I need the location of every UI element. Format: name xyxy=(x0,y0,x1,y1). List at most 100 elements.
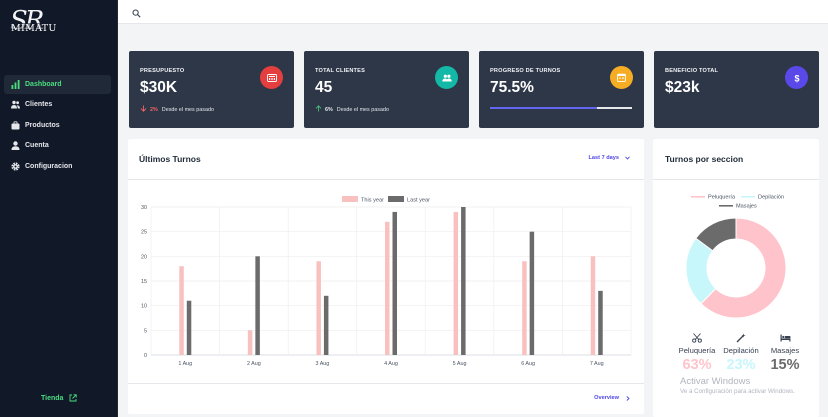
dollar-icon: $ xyxy=(785,66,808,89)
gear-icon xyxy=(11,161,20,171)
sidebar-item-clientes[interactable]: Clientes xyxy=(4,95,111,114)
panel-divider xyxy=(128,383,644,384)
sidebar-item-cuenta[interactable]: Cuenta xyxy=(4,136,111,155)
x-tick-label-1: 2 Aug xyxy=(247,361,261,367)
card-label: PRESUPUESTO xyxy=(140,68,185,74)
windows-activation-watermark: Activar Windows Ve a Configuración para … xyxy=(680,376,795,395)
card-trend: 2% Desde el mes pasado xyxy=(140,105,214,114)
external-link-icon xyxy=(69,394,78,402)
wand-icon xyxy=(719,332,763,343)
bar-last-year-6 xyxy=(598,290,603,355)
turnos-por-seccion-panel: Turnos por seccion Peluquería Depilación M… xyxy=(653,139,819,417)
sidebar-item-configuracion[interactable]: Configuracion xyxy=(4,157,111,176)
card-presupuesto: PRESUPUESTO $30K 2% Desde el mes pasado xyxy=(129,51,294,128)
bar-last-year-0 xyxy=(186,300,192,355)
x-tick-label-4: 5 Aug xyxy=(453,361,467,367)
panel-title: Últimos Turnos xyxy=(139,154,201,164)
progress-bar-fill xyxy=(490,107,598,109)
x-tick-label-6: 7 Aug xyxy=(590,361,604,367)
y-tick-label-5: 25 xyxy=(141,230,147,236)
bar-last-year-1 xyxy=(255,256,260,355)
chevron-right-icon xyxy=(626,395,630,401)
stat-name: Depilación xyxy=(723,346,759,355)
svg-text:$: $ xyxy=(794,73,799,83)
watermark-line-1: Activar Windows xyxy=(680,376,751,387)
trend-percent: 2% xyxy=(150,106,158,113)
card-label: PROGRESO DE TURNOS xyxy=(490,68,561,74)
briefcase-icon xyxy=(11,121,20,130)
legend-swatch-0 xyxy=(342,196,358,202)
bed-icon xyxy=(763,332,807,343)
donut-legend-swatch-2 xyxy=(719,205,733,207)
tienda-link[interactable]: Tienda xyxy=(41,394,78,402)
section-stats: Peluquería 63% Depilación 23% Masajes 15… xyxy=(675,332,807,373)
y-tick-label-3: 15 xyxy=(141,279,147,285)
donut-legend-label-1: Depilación xyxy=(758,195,784,201)
users-icon xyxy=(11,100,20,109)
stat-peluqueria: Peluquería 63% xyxy=(675,332,719,373)
bar-last-year-4 xyxy=(461,207,466,355)
x-tick-label-2: 3 Aug xyxy=(316,361,330,367)
stat-name: Masajes xyxy=(770,346,800,355)
watermark-line-2: Ve a Configuración para activar Windows. xyxy=(680,388,795,395)
y-tick-label-6: 30 xyxy=(141,205,147,211)
donut-legend-swatch-0 xyxy=(691,196,705,198)
ultimos-turnos-panel: Últimos Turnos Last 7 days This year Last… xyxy=(128,139,644,414)
arrow-down-icon xyxy=(140,105,147,114)
donut-slice-0 xyxy=(700,217,787,319)
stat-value: 15% xyxy=(770,357,800,373)
sidebar-item-label: Productos xyxy=(25,121,60,129)
bar-chart-icon xyxy=(11,80,20,89)
bar-this-year-5 xyxy=(522,261,527,355)
trend-percent: 6% xyxy=(325,106,333,113)
trend-note: Desde el mes pasado xyxy=(336,106,389,113)
bar-last-year-5 xyxy=(529,231,535,355)
chevron-down-icon xyxy=(625,156,630,160)
search-icon[interactable] xyxy=(132,5,141,18)
stat-value: 23% xyxy=(726,357,756,373)
stat-name: Peluquería xyxy=(678,346,716,355)
brand-logo[interactable]: SR MIMATU xyxy=(10,6,58,38)
topbar xyxy=(118,0,828,24)
card-value: 75.5% xyxy=(490,79,534,96)
stat-value: 63% xyxy=(682,357,712,373)
bar-this-year-4 xyxy=(453,211,459,355)
sidebar-item-label: Clientes xyxy=(25,101,53,109)
y-tick-label-2: 10 xyxy=(141,304,147,310)
sidebar-nav: Dashboard Clientes Productos Cuenta Conf… xyxy=(4,75,111,177)
card-value: 45 xyxy=(315,79,333,96)
trend-note: Desde el mes pasado xyxy=(161,106,214,113)
card-label: TOTAL CLIENTES xyxy=(315,68,366,74)
range-dropdown[interactable]: Last 7 days xyxy=(589,155,630,161)
bar-this-year-0 xyxy=(179,266,184,355)
sidebar: SR MIMATU Dashboard Clientes Productos xyxy=(0,0,118,417)
progress-bar xyxy=(490,107,632,109)
overview-link[interactable]: Overview xyxy=(594,395,630,401)
sidebar-item-label: Dashboard xyxy=(25,81,62,88)
sidebar-item-productos[interactable]: Productos xyxy=(4,116,111,135)
stat-masajes: Masajes 15% xyxy=(763,332,807,373)
bar-this-year-1 xyxy=(247,330,253,355)
arrow-up-icon xyxy=(315,105,322,114)
bar-last-year-2 xyxy=(323,295,329,355)
panel-title: Turnos por seccion xyxy=(665,154,744,164)
legend-label-1: Last year xyxy=(407,198,430,204)
bar-this-year-3 xyxy=(385,221,390,355)
card-beneficio-total: BENEFICIO TOTAL $23k $ xyxy=(654,51,819,128)
bar-last-year-3 xyxy=(392,211,397,355)
bar-this-year-6 xyxy=(590,256,596,355)
y-tick-label-4: 20 xyxy=(141,254,147,260)
range-label: Last 7 days xyxy=(588,155,619,161)
card-value: $30K xyxy=(140,79,178,96)
sidebar-item-dashboard[interactable]: Dashboard xyxy=(4,75,111,94)
x-tick-label-3: 4 Aug xyxy=(384,361,398,367)
card-trend: 6% Desde el mes pasado xyxy=(315,105,389,114)
calendar-icon xyxy=(610,66,633,89)
card-label: BENEFICIO TOTAL xyxy=(665,68,719,74)
overview-label: Overview xyxy=(594,395,619,401)
x-tick-label-0: 1 Aug xyxy=(178,361,192,367)
wallet-icon xyxy=(260,66,283,89)
users-icon xyxy=(435,66,458,89)
